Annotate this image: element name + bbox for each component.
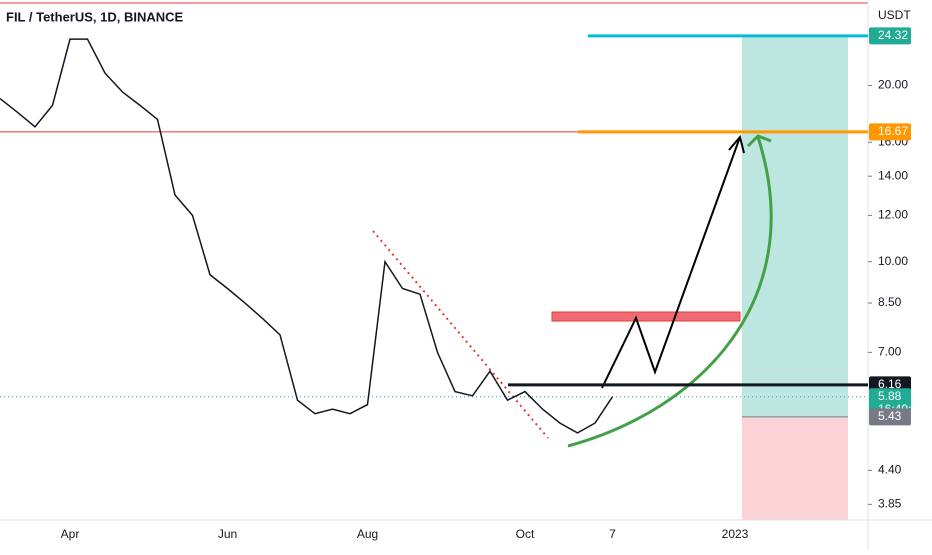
price-tag-label: 16.67 xyxy=(878,124,908,138)
price-tag xyxy=(869,27,911,45)
y-tick-label: 12.00 xyxy=(878,208,908,222)
price-tag-label: 24.32 xyxy=(878,28,908,42)
x-tick-label: 2023 xyxy=(722,527,749,541)
y-tick-label: 3.85 xyxy=(878,497,902,511)
y-tick-label: 14.00 xyxy=(878,168,908,182)
price-tag-label: 6.16 xyxy=(878,377,902,391)
position-box xyxy=(742,35,848,520)
y-tick-label: 8.50 xyxy=(878,295,902,309)
projection-curve-arrow xyxy=(746,134,772,148)
projection-path xyxy=(601,136,741,389)
y-tick-label: 10.00 xyxy=(878,254,908,268)
profit-zone xyxy=(742,35,848,417)
projection-curve xyxy=(567,136,773,448)
currency-label: USDT xyxy=(878,8,911,22)
loss-zone xyxy=(742,416,848,520)
x-tick-label: Oct xyxy=(516,527,535,541)
x-tick-label: Jun xyxy=(218,527,237,541)
price-tag-label: 5.43 xyxy=(878,409,902,423)
resistance-zone xyxy=(551,311,741,322)
price-tag-label: 5.88 xyxy=(878,389,902,403)
price-tag xyxy=(869,408,911,426)
y-tick-label: 7.00 xyxy=(878,345,902,359)
price-tag xyxy=(869,123,911,141)
price-line xyxy=(0,38,614,434)
x-tick-label: Apr xyxy=(61,527,80,541)
y-tick-label: 20.00 xyxy=(878,78,908,92)
y-tick-label: 4.40 xyxy=(878,463,902,477)
x-tick-label: 7 xyxy=(609,527,616,541)
projection-arrow xyxy=(728,134,745,154)
chart-title: FIL / TetherUS, 1D, BINANCE xyxy=(6,9,184,24)
x-tick-label: Aug xyxy=(357,527,378,541)
